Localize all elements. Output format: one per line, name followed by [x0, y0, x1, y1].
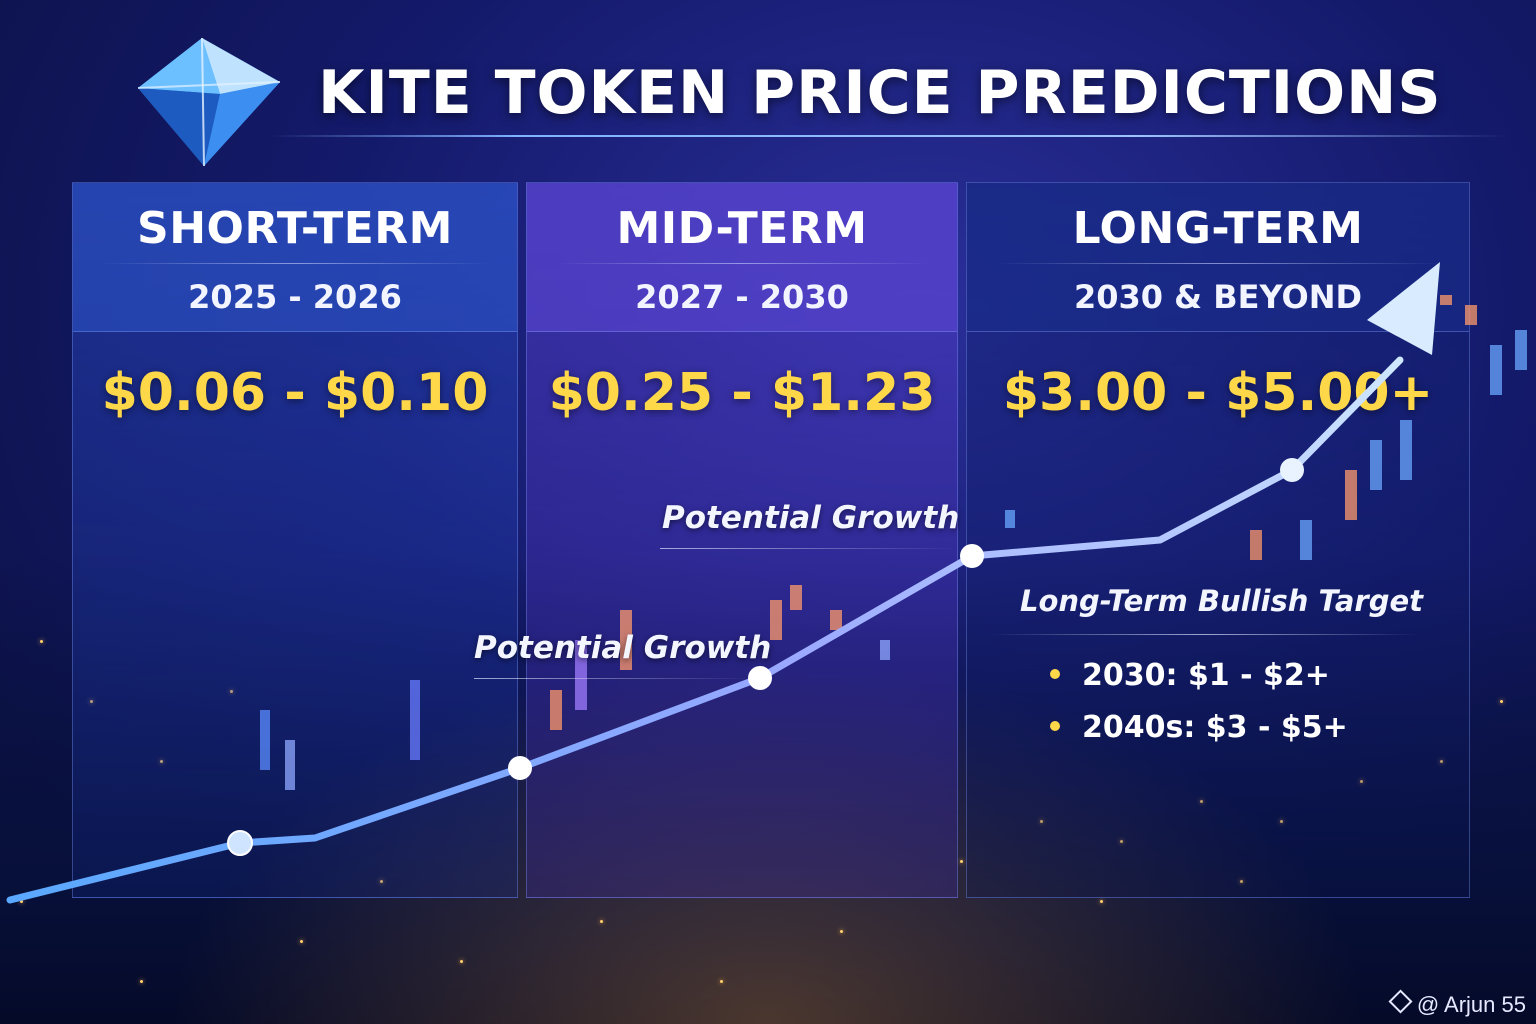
panel-header: SHORT-TERM 2025 - 2026	[73, 183, 517, 332]
bullet-icon	[1050, 668, 1060, 679]
panel-long-term: LONG-TERM 2030 & BEYOND $3.00 - $5.00+	[966, 182, 1470, 898]
binance-square-icon	[1388, 989, 1413, 1014]
bullish-item-text: 2040s: $3 - $5+	[1082, 710, 1348, 745]
price-range: $0.25 - $1.23	[548, 363, 936, 423]
chart-point	[227, 830, 253, 856]
growth-label: Potential Growth	[474, 630, 772, 666]
bullish-target-title: Long-Term Bullish Target	[1020, 584, 1423, 618]
divider	[555, 263, 929, 264]
year-range: 2027 - 2030	[635, 278, 849, 316]
price-range: $3.00 - $5.00+	[1002, 363, 1434, 423]
year-range: 2025 - 2026	[188, 278, 402, 316]
credit: @ Arjun 55	[1388, 989, 1526, 1018]
divider	[995, 263, 1441, 264]
bullish-item: 2030: $1 - $2+	[1050, 658, 1330, 693]
divider	[660, 548, 960, 549]
bullish-item: 2040s: $3 - $5+	[1050, 710, 1348, 745]
panel-short-term: SHORT-TERM 2025 - 2026 $0.06 - $0.10	[72, 182, 518, 898]
year-range: 2030 & BEYOND	[1073, 278, 1363, 316]
term-label: SHORT-TERM	[137, 203, 453, 254]
price-range: $0.06 - $0.10	[101, 363, 489, 423]
bullet-icon	[1050, 720, 1060, 731]
candlestick-bars	[260, 295, 1527, 790]
chart-point	[1280, 458, 1304, 482]
credit-text: @ Arjun 55	[1416, 992, 1526, 1017]
growth-label: Potential Growth	[662, 500, 960, 536]
divider	[990, 634, 1420, 635]
arrow-head-icon	[1367, 262, 1440, 355]
kite-diamond-icon	[137, 37, 281, 167]
chart-point	[508, 756, 532, 780]
bullish-item-text: 2030: $1 - $2+	[1082, 658, 1330, 693]
term-label: LONG-TERM	[1072, 203, 1364, 254]
chart-point	[748, 666, 772, 690]
panel-mid-term: MID-TERM 2027 - 2030 $0.25 - $1.23	[526, 182, 958, 898]
divider	[101, 263, 489, 264]
title-divider	[270, 135, 1510, 137]
divider	[474, 678, 754, 679]
panel-header: MID-TERM 2027 - 2030	[527, 183, 957, 332]
page-title: KITE TOKEN PRICE PREDICTIONS	[318, 58, 1442, 128]
term-label: MID-TERM	[616, 203, 868, 254]
chart-point	[960, 544, 984, 568]
